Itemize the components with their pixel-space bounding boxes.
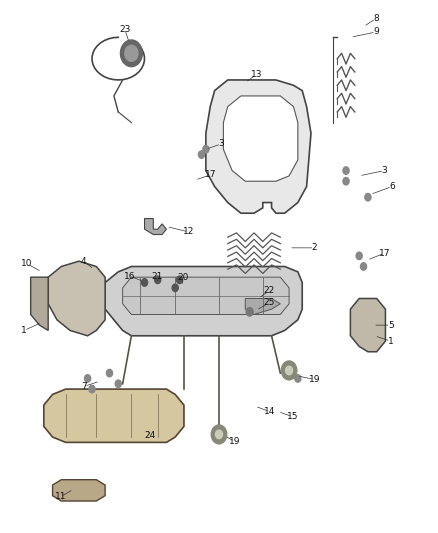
Polygon shape <box>145 219 166 235</box>
Circle shape <box>286 369 292 377</box>
Circle shape <box>211 425 227 444</box>
Circle shape <box>125 45 138 61</box>
Circle shape <box>106 369 113 377</box>
Circle shape <box>141 279 148 286</box>
Polygon shape <box>206 80 311 213</box>
Circle shape <box>215 430 223 439</box>
Circle shape <box>343 167 349 174</box>
Circle shape <box>172 284 178 292</box>
Polygon shape <box>31 277 48 330</box>
Text: 25: 25 <box>264 298 275 307</box>
Text: 24: 24 <box>144 432 155 440</box>
Circle shape <box>155 276 161 284</box>
Circle shape <box>177 276 183 284</box>
Circle shape <box>281 361 297 380</box>
Text: 22: 22 <box>264 286 275 295</box>
Text: 16: 16 <box>124 272 135 280</box>
Circle shape <box>246 308 253 316</box>
Text: 9: 9 <box>373 28 379 36</box>
Text: 2: 2 <box>312 244 317 252</box>
Circle shape <box>286 366 293 375</box>
Circle shape <box>85 375 91 382</box>
Text: 23: 23 <box>119 25 131 34</box>
Circle shape <box>295 375 301 382</box>
Polygon shape <box>44 389 184 442</box>
Text: 5: 5 <box>388 321 394 329</box>
Text: 3: 3 <box>218 140 224 148</box>
Text: 17: 17 <box>205 171 216 179</box>
Text: 19: 19 <box>229 437 240 446</box>
Text: 19: 19 <box>309 375 320 384</box>
Circle shape <box>343 177 349 185</box>
Circle shape <box>115 380 121 387</box>
Text: 7: 7 <box>81 382 87 391</box>
Text: 21: 21 <box>151 272 162 280</box>
Text: 6: 6 <box>389 182 395 191</box>
Text: 14: 14 <box>264 407 275 416</box>
Text: 13: 13 <box>251 70 262 79</box>
Circle shape <box>89 385 95 393</box>
Text: 1: 1 <box>388 337 394 345</box>
Text: 20: 20 <box>177 273 189 281</box>
Text: 8: 8 <box>373 14 379 23</box>
Text: 3: 3 <box>381 166 388 175</box>
Polygon shape <box>245 298 280 314</box>
Text: 15: 15 <box>287 413 298 421</box>
Polygon shape <box>48 261 105 336</box>
Polygon shape <box>105 266 302 336</box>
Polygon shape <box>223 96 298 181</box>
Circle shape <box>203 146 209 153</box>
Text: 1: 1 <box>21 326 27 335</box>
Circle shape <box>365 193 371 201</box>
Text: 10: 10 <box>21 260 33 268</box>
Circle shape <box>198 151 205 158</box>
Text: 12: 12 <box>183 228 194 236</box>
Circle shape <box>120 40 142 67</box>
Polygon shape <box>350 298 385 352</box>
Polygon shape <box>53 480 105 501</box>
Polygon shape <box>123 277 289 314</box>
Text: 4: 4 <box>81 257 86 265</box>
Text: 17: 17 <box>379 249 390 257</box>
Circle shape <box>356 252 362 260</box>
Circle shape <box>360 263 367 270</box>
Text: 11: 11 <box>55 492 66 501</box>
